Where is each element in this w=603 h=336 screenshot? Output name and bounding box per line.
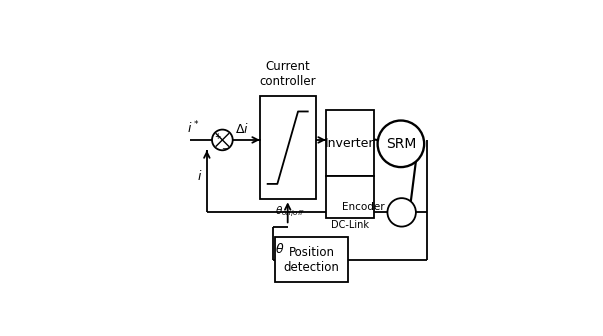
Bar bbox=[326, 110, 374, 176]
Circle shape bbox=[388, 198, 416, 226]
Text: $i$: $i$ bbox=[197, 169, 203, 183]
Text: $\theta_{on/off}$: $\theta_{on/off}$ bbox=[276, 205, 306, 220]
Text: DC-Link: DC-Link bbox=[331, 220, 369, 230]
Text: $-$: $-$ bbox=[221, 142, 229, 151]
Text: $i^*$: $i^*$ bbox=[188, 119, 200, 136]
Text: +: + bbox=[215, 132, 221, 141]
Text: Encoder: Encoder bbox=[343, 202, 385, 212]
Text: Position
detection: Position detection bbox=[283, 246, 339, 274]
Text: $\Delta i$: $\Delta i$ bbox=[235, 122, 249, 136]
Text: SRM: SRM bbox=[386, 137, 416, 151]
Text: Current
controller: Current controller bbox=[259, 60, 316, 88]
Bar bbox=[260, 96, 315, 200]
Text: $\theta$: $\theta$ bbox=[276, 242, 285, 256]
Circle shape bbox=[377, 121, 424, 167]
Bar bbox=[276, 237, 348, 282]
Text: Inverter: Inverter bbox=[325, 137, 374, 150]
Bar bbox=[326, 176, 374, 217]
Circle shape bbox=[212, 130, 233, 150]
